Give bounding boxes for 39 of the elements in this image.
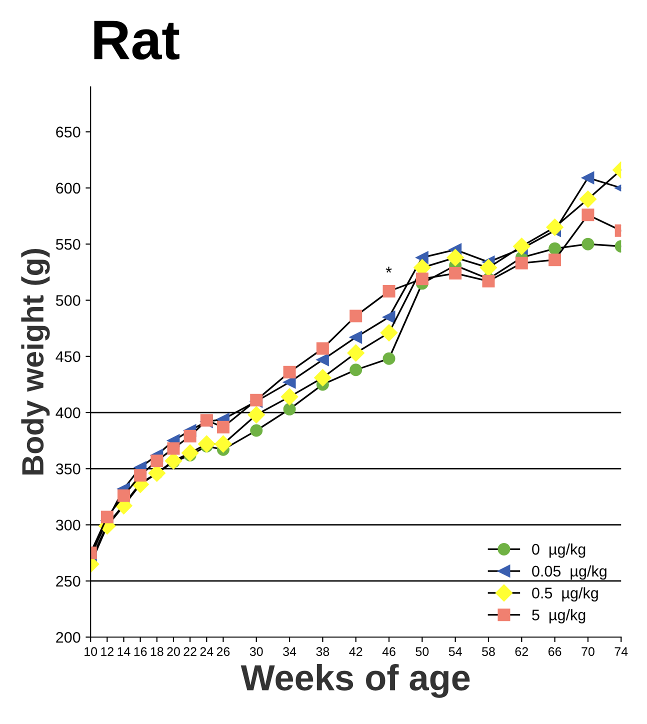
- x-tick-label: 10: [84, 647, 98, 656]
- legend-label: 0 µg/kg: [532, 543, 586, 558]
- y-tick-label: 550: [56, 238, 80, 250]
- x-tick-label: 50: [416, 647, 429, 656]
- x-tick-label: 18: [150, 647, 164, 656]
- x-tick-label: 20: [167, 647, 180, 656]
- y-tick-label: 600: [56, 182, 80, 194]
- x-tick-label: 16: [134, 647, 147, 656]
- x-tick-label: 46: [382, 647, 396, 656]
- y-tick-label: 300: [56, 520, 80, 531]
- y-axis-title: Body weight (g): [21, 248, 50, 475]
- chart-title: Rat: [94, 20, 180, 60]
- x-tick-label: 38: [316, 647, 330, 656]
- y-tick-label: 200: [56, 632, 80, 643]
- y-tick-label: 450: [56, 351, 80, 362]
- annotation: *: [386, 266, 392, 273]
- x-axis-title: Weeks of age: [240, 664, 470, 698]
- x-tick-label: 34: [283, 647, 296, 656]
- x-tick-label: 26: [216, 647, 230, 656]
- y-tick-label: 350: [56, 464, 80, 474]
- x-tick-label: 54: [448, 647, 462, 656]
- y-tick-label: 250: [56, 576, 80, 587]
- x-tick-label: 74: [614, 647, 628, 656]
- legend-label: 0.5 µg/kg: [532, 587, 598, 602]
- x-tick-label: 14: [118, 647, 130, 656]
- x-tick-label: 66: [548, 647, 562, 656]
- x-tick-label: 70: [582, 647, 594, 656]
- x-tick-label: 12: [101, 647, 114, 656]
- x-tick-label: 30: [250, 647, 263, 656]
- legend-label: 5 µg/kg: [532, 609, 586, 624]
- y-tick-label: 650: [56, 126, 80, 138]
- x-tick-label: 22: [184, 647, 196, 656]
- x-tick-label: 62: [515, 647, 528, 656]
- x-tick-label: 58: [482, 647, 495, 656]
- y-tick-label: 500: [56, 295, 80, 306]
- x-tick-label: 24: [200, 647, 214, 656]
- legend-label: 0.05 µg/kg: [532, 565, 606, 580]
- x-tick-label: 42: [349, 647, 362, 656]
- y-tick-label: 400: [56, 407, 80, 418]
